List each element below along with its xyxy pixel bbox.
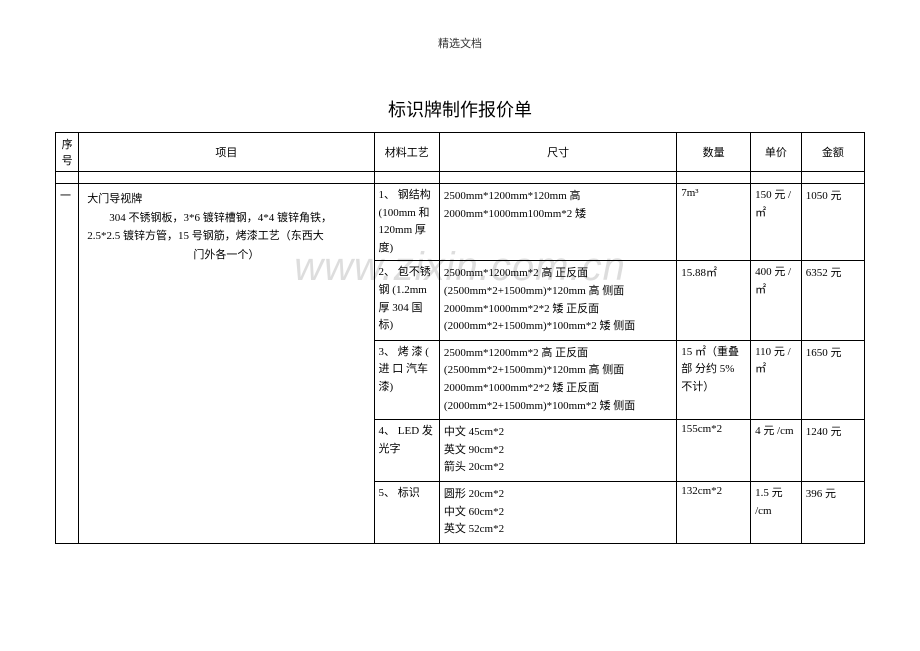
cell-size: 2500mm*1200mm*120mm 高 2000mm*1000mm100mm… [439,184,676,261]
cell-material: 5、 标识 [374,481,439,543]
size-l4: (2000mm*2+1500mm)*100mm*2 矮 侧面 [444,400,635,412]
cell-amount: 1650 元 [801,340,864,419]
size-l3: 英文 52cm*2 [444,523,504,535]
size-l2: 英文 90cm*2 [444,444,504,456]
cell-size: 中文 45cm*2 英文 90cm*2 箭头 20cm*2 [439,420,676,482]
th-size: 尺寸 [439,133,676,172]
table-header-row: 序号 项目 材料工艺 尺寸 数量 单价 金额 [56,133,865,172]
size-l4: (2000mm*2+1500mm)*100mm*2 矮 侧面 [444,320,635,332]
cell-material: 4、 LED 发光字 [374,420,439,482]
cell-qty: 15 ㎡（重叠 部 分约 5% 不计） [677,340,751,419]
size-l3: 箭头 20cm*2 [444,461,504,473]
cell-material: 1、 钢结构 (100mm 和 120mm 厚度) [374,184,439,261]
cell-unit-price: 4 元 /cm [751,420,802,482]
size-l1: 2500mm*1200mm*2 高 正反面 [444,347,588,359]
page-title: 标识牌制作报价单 [0,96,920,122]
project-line1: 大门导视牌 [87,193,142,205]
cell-qty: 132cm*2 [677,481,751,543]
project-line4: 门外各一个） [87,246,365,265]
th-project: 项目 [79,133,374,172]
size-l1: 2500mm*1200mm*2 高 正反面 [444,267,588,279]
cell-material: 2、 包不锈钢 (1.2mm 厚 304 国标) [374,261,439,340]
size-l2: 中文 60cm*2 [444,506,504,518]
size-l2: (2500mm*2+1500mm)*120mm 高 侧面 [444,285,624,297]
header-tag: 精选文档 [0,35,920,51]
th-amount: 金额 [801,133,864,172]
quotation-table-container: 序号 项目 材料工艺 尺寸 数量 单价 金额 一 大门导视牌 304 不锈钢板，… [55,132,865,544]
size-l1: 圆形 20cm*2 [444,488,504,500]
th-material: 材料工艺 [374,133,439,172]
size-l1: 2500mm*1200mm*120mm 高 [444,190,581,202]
size-l2: 2000mm*1000mm100mm*2 矮 [444,208,586,220]
th-unit-price: 单价 [751,133,802,172]
size-l2: (2500mm*2+1500mm)*120mm 高 侧面 [444,364,624,376]
cell-seq: 一 [56,184,79,544]
cell-qty: 7m³ [677,184,751,261]
table-row: 一 大门导视牌 304 不锈钢板，3*6 镀锌槽钢，4*4 镀锌角铁， 2.5*… [56,184,865,261]
cell-unit-price: 110 元 / ㎡ [751,340,802,419]
size-l3: 2000mm*1000mm*2*2 矮 正反面 [444,382,599,394]
cell-size: 2500mm*1200mm*2 高 正反面 (2500mm*2+1500mm)*… [439,261,676,340]
cell-unit-price: 400 元 / ㎡ [751,261,802,340]
th-qty: 数量 [677,133,751,172]
cell-unit-price: 1.5 元 /cm [751,481,802,543]
project-line3: 2.5*2.5 镀锌方管，15 号钢筋，烤漆工艺（东西大 [87,230,324,242]
cell-project: 大门导视牌 304 不锈钢板，3*6 镀锌槽钢，4*4 镀锌角铁， 2.5*2.… [79,184,374,544]
spacer-row [56,172,865,184]
cell-size: 2500mm*1200mm*2 高 正反面 (2500mm*2+1500mm)*… [439,340,676,419]
cell-qty: 15.88㎡ [677,261,751,340]
quotation-table: 序号 项目 材料工艺 尺寸 数量 单价 金额 一 大门导视牌 304 不锈钢板，… [55,132,865,544]
cell-unit-price: 150 元 / ㎡ [751,184,802,261]
cell-amount: 1050 元 [801,184,864,261]
th-seq: 序号 [56,133,79,172]
cell-material: 3、 烤 漆 ( 进 口 汽车漆) [374,340,439,419]
project-line2: 304 不锈钢板，3*6 镀锌槽钢，4*4 镀锌角铁， [87,209,365,228]
size-l3: 2000mm*1000mm*2*2 矮 正反面 [444,303,599,315]
size-l1: 中文 45cm*2 [444,426,504,438]
cell-size: 圆形 20cm*2 中文 60cm*2 英文 52cm*2 [439,481,676,543]
cell-amount: 1240 元 [801,420,864,482]
cell-amount: 6352 元 [801,261,864,340]
cell-amount: 396 元 [801,481,864,543]
cell-qty: 155cm*2 [677,420,751,482]
